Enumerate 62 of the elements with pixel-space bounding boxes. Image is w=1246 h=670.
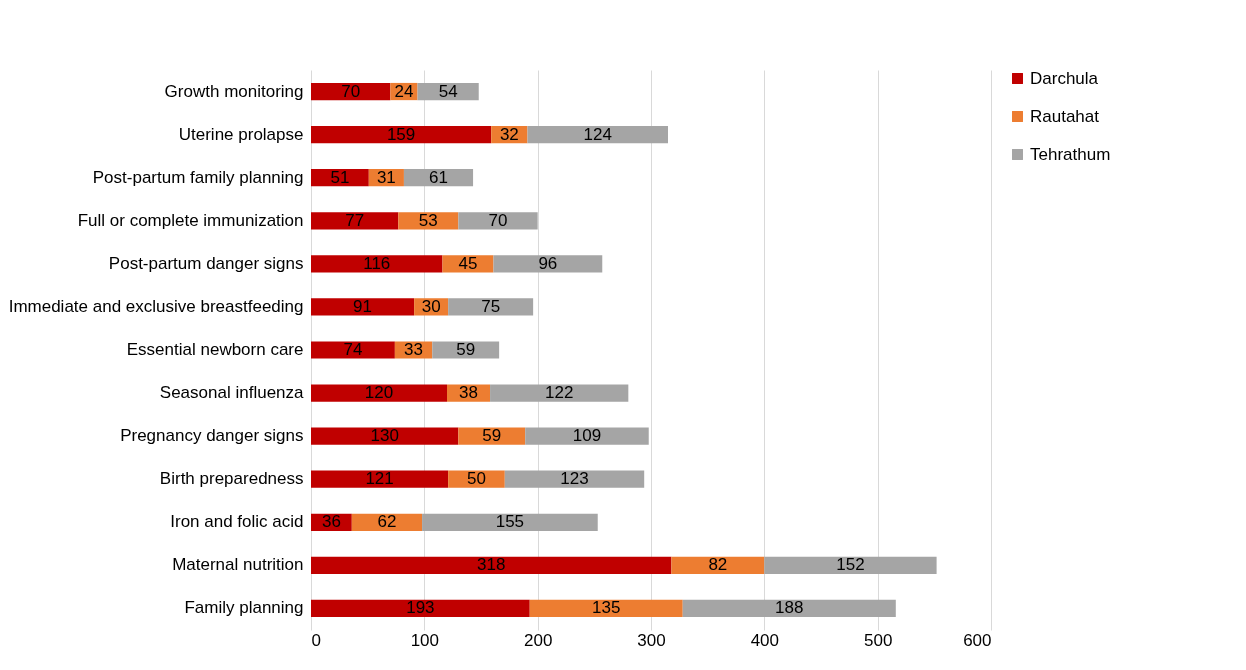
y-tick-label: Full or complete immunization [77,210,304,230]
data-label: 59 [456,340,476,359]
data-label: 45 [458,253,478,273]
data-label: 193 [406,598,435,618]
data-label: 30 [421,296,441,316]
data-label: 70 [488,210,508,230]
data-label: 70 [341,81,361,101]
y-tick-label: Immediate and exclusive breastfeeding [8,296,304,316]
data-label: 116 [363,253,391,273]
data-label: 24 [394,81,414,101]
data-label: 50 [467,469,486,489]
x-tick-label: 100 [410,630,440,650]
data-label: 75 [481,296,501,316]
data-label: 135 [592,598,621,618]
data-label: 77 [345,210,365,230]
data-label: 124 [583,124,612,144]
y-tick-label: Iron and folic acid [170,512,304,532]
y-tick-label: Uterine prolapse [178,124,304,144]
data-label: 53 [418,210,438,230]
data-label: 318 [477,555,506,575]
data-label: 38 [459,383,478,403]
x-tick-label: 300 [637,630,666,650]
x-tick-label: 500 [863,630,893,650]
y-tick-label: Family planning [184,598,304,618]
data-label: 74 [343,340,363,359]
data-label: 51 [330,167,350,187]
legend-label: Tehrathum [1030,144,1111,164]
x-tick-label: 400 [750,630,780,650]
data-label: 36 [321,512,341,532]
data-label: 54 [438,81,458,101]
y-tick-label: Birth preparedness [159,469,304,489]
data-label: 61 [429,167,448,187]
legend-label: Rautahat [1030,106,1100,126]
y-tick-label: Growth monitoring [164,81,304,101]
y-tick-label: Pregnancy danger signs [120,426,304,446]
data-label: 62 [377,512,397,532]
data-label: 32 [499,124,519,144]
data-label: 120 [364,383,394,403]
legend-label: Darchula [1030,68,1099,88]
data-label: 59 [482,426,502,446]
data-label: 122 [545,383,574,403]
data-label: 152 [836,555,865,575]
data-label: 33 [404,340,424,359]
y-tick-label: Seasonal influenza [159,383,305,403]
data-label: 109 [572,426,602,446]
data-label: 96 [538,253,558,273]
data-label: 130 [370,426,399,446]
x-tick-label: 0 [311,630,321,650]
y-tick-label: Essential newborn care [126,340,304,359]
data-label: 121 [365,469,394,489]
data-label: 91 [353,296,373,316]
data-label: 159 [386,124,416,144]
y-tick-label: Maternal nutrition [172,555,304,575]
x-tick-label: 600 [963,630,992,650]
y-tick-label: Post-partum family planning [92,167,304,187]
y-tick-label: Post-partum danger signs [108,253,304,273]
data-label: 188 [775,598,804,618]
data-label: 82 [708,555,728,575]
x-tick-label: 200 [523,630,553,650]
data-label: 123 [560,469,589,489]
data-label: 155 [495,512,525,532]
data-label: 31 [376,167,396,187]
